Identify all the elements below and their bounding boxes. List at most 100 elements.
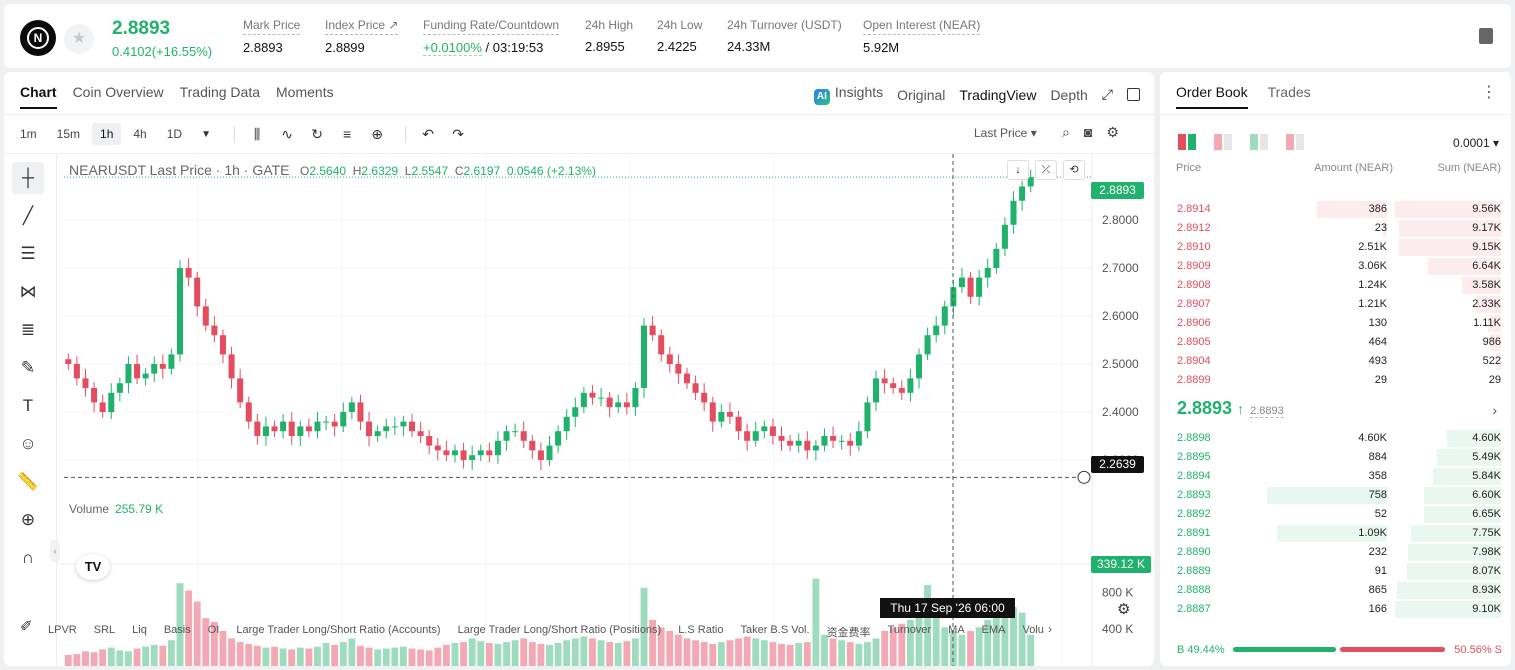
ask-row[interactable]: 2.8914 386 9.56K bbox=[1160, 200, 1511, 219]
candle-type-icon[interactable]: ⫼ bbox=[253, 125, 261, 142]
stat-index-price[interactable]: Index Price ↗ 2.8899 bbox=[325, 18, 399, 55]
indicator-6[interactable]: Large Trader Long/Short Ratio (Positions… bbox=[457, 624, 662, 636]
stat-funding-rate[interactable]: Funding Rate/Countdown +0.0100% / 03:19:… bbox=[423, 18, 560, 56]
axis-settings-icon[interactable]: ⚙ bbox=[1117, 601, 1131, 618]
pattern-icon[interactable]: ⋈ bbox=[19, 282, 37, 301]
stat-mark-price[interactable]: Mark Price 2.8893 bbox=[243, 18, 301, 55]
refresh-icon[interactable]: ⟲ bbox=[1063, 160, 1085, 180]
tab-trades[interactable]: Trades bbox=[1267, 84, 1311, 100]
indicator-4[interactable]: OI bbox=[207, 624, 220, 636]
arrow-down-icon[interactable]: ↓ bbox=[1007, 160, 1029, 180]
chevron-right-icon[interactable]: › bbox=[1492, 402, 1497, 418]
camera-icon[interactable]: ◙ bbox=[1083, 124, 1093, 140]
tab-coin-overview[interactable]: Coin Overview bbox=[72, 84, 164, 100]
chevron-down-icon[interactable]: ▼ bbox=[201, 128, 212, 140]
timeframe-1m[interactable]: 1m bbox=[20, 127, 37, 141]
search-icon[interactable]: ⌕ bbox=[1062, 124, 1070, 140]
ask-row[interactable]: 2.8904 493 522 bbox=[1160, 352, 1511, 371]
undo-icon[interactable]: ↶ bbox=[422, 125, 434, 142]
ask-row[interactable]: 2.8910 2.51K 9.15K bbox=[1160, 238, 1511, 257]
chevron-right-icon[interactable]: › bbox=[1048, 622, 1052, 636]
ask-row[interactable]: 2.8908 1.24K 3.58K bbox=[1160, 276, 1511, 295]
order-price: 2.8898 bbox=[1177, 432, 1211, 444]
window-icon[interactable] bbox=[1127, 88, 1140, 101]
timeframe-1h[interactable]: 1h bbox=[92, 123, 122, 145]
tab-insights[interactable]: AI Insights bbox=[813, 84, 883, 105]
expand-icon[interactable]: ⤢ bbox=[1101, 86, 1113, 102]
ask-row[interactable]: 2.8907 1.21K 2.33K bbox=[1160, 295, 1511, 314]
replay-icon[interactable]: ↻ bbox=[311, 125, 323, 142]
indicator-2[interactable]: Liq bbox=[132, 624, 147, 636]
tab-order-book[interactable]: Order Book bbox=[1176, 84, 1248, 109]
bid-row[interactable]: 2.8888 865 8.93K bbox=[1160, 581, 1511, 600]
ruler-icon[interactable]: 📏 bbox=[17, 472, 39, 491]
indicators-icon[interactable]: ∿ bbox=[281, 125, 293, 142]
tab-trading-data[interactable]: Trading Data bbox=[179, 84, 261, 100]
tab-moments[interactable]: Moments bbox=[276, 84, 334, 100]
redo-icon[interactable]: ↷ bbox=[452, 125, 464, 142]
more-icon[interactable]: ⋮ bbox=[1481, 84, 1497, 101]
indicator-11[interactable]: MA bbox=[948, 624, 965, 636]
collapse-toolbar-icon[interactable]: ‹ bbox=[50, 540, 60, 562]
view-both-icon[interactable] bbox=[1178, 134, 1196, 150]
pencil-icon[interactable]: ✐ bbox=[20, 618, 33, 635]
add-alert-icon[interactable]: ⊕ bbox=[371, 125, 383, 142]
indicator-8[interactable]: Taker B.S Vol. bbox=[740, 624, 810, 636]
brush-icon[interactable]: ✎ bbox=[20, 358, 36, 377]
ask-row[interactable]: 2.8909 3.06K 6.64K bbox=[1160, 257, 1511, 276]
horizontal-lines-icon[interactable]: ☰ bbox=[20, 244, 36, 263]
ask-row[interactable]: 2.8906 130 1.11K bbox=[1160, 314, 1511, 333]
ask-row[interactable]: 2.8912 23 9.17K bbox=[1160, 219, 1511, 238]
candle-body bbox=[391, 426, 398, 428]
indicator-13[interactable]: Volu bbox=[1022, 624, 1044, 636]
favorite-star-icon[interactable]: ★ bbox=[64, 24, 94, 54]
timeframe-15m[interactable]: 15m bbox=[56, 127, 81, 141]
tab-chart[interactable]: Chart bbox=[20, 84, 57, 109]
bid-row[interactable]: 2.8889 91 8.07K bbox=[1160, 562, 1511, 581]
tab-original[interactable]: Original bbox=[897, 86, 946, 103]
magnet-icon[interactable]: ∩ bbox=[21, 548, 35, 567]
bid-row[interactable]: 2.8898 4.60K 4.60K bbox=[1160, 429, 1511, 448]
bid-row[interactable]: 2.8893 758 6.60K bbox=[1160, 486, 1511, 505]
indicator-9[interactable]: 资金费率 bbox=[826, 627, 871, 639]
indicator-5[interactable]: Large Trader Long/Short Ratio (Accounts) bbox=[236, 624, 441, 636]
bid-row[interactable]: 2.8895 884 5.49K bbox=[1160, 448, 1511, 467]
view-asks-icon[interactable] bbox=[1214, 134, 1232, 150]
collapse-icon[interactable]: ⤫ bbox=[1035, 160, 1057, 180]
indicator-12[interactable]: EMA bbox=[981, 624, 1006, 636]
layout-icon[interactable]: ≡ bbox=[342, 126, 352, 142]
emoji-icon[interactable]: ☺ bbox=[19, 434, 37, 453]
stat-open-interest[interactable]: Open Interest (NEAR) 5.92M bbox=[863, 18, 981, 55]
precision-dropdown[interactable]: 0.0001 ▾ bbox=[1452, 136, 1499, 150]
tradingview-logo-icon[interactable]: TV bbox=[76, 554, 110, 580]
price-chart[interactable]: 2.80002.70002.60002.50002.40002.30001213… bbox=[60, 154, 1154, 666]
indicator-1[interactable]: SRL bbox=[93, 624, 116, 636]
bid-row[interactable]: 2.8892 52 6.65K bbox=[1160, 505, 1511, 524]
fib-icon[interactable]: ≣ bbox=[20, 320, 36, 339]
view-bids-icon[interactable] bbox=[1250, 134, 1268, 150]
gear-icon[interactable]: ⚙ bbox=[1106, 124, 1119, 140]
trendline-icon[interactable]: ╱ bbox=[22, 206, 34, 225]
last-price-dropdown[interactable]: Last Price ▾ bbox=[974, 126, 1037, 140]
indicator-10[interactable]: Turnover bbox=[887, 624, 932, 636]
indicator-7[interactable]: L.S Ratio bbox=[678, 624, 724, 636]
tab-depth[interactable]: Depth bbox=[1050, 86, 1088, 103]
crosshair-icon[interactable]: ┼ bbox=[12, 162, 44, 194]
ask-row[interactable]: 2.8905 464 986 bbox=[1160, 333, 1511, 352]
volume-bar bbox=[554, 643, 562, 666]
bid-row[interactable]: 2.8887 166 9.10K bbox=[1160, 600, 1511, 619]
zoom-in-icon[interactable]: ⊕ bbox=[20, 510, 36, 529]
indicator-0[interactable]: LPVR bbox=[48, 624, 77, 636]
candle-body bbox=[812, 445, 819, 451]
bid-row[interactable]: 2.8894 358 5.84K bbox=[1160, 467, 1511, 486]
bid-row[interactable]: 2.8890 232 7.98K bbox=[1160, 543, 1511, 562]
document-icon[interactable] bbox=[1479, 28, 1493, 44]
bid-row[interactable]: 2.8891 1.09K 7.75K bbox=[1160, 524, 1511, 543]
text-icon[interactable]: T bbox=[22, 396, 34, 415]
timeframe-4h[interactable]: 4h bbox=[133, 127, 147, 141]
timeframe-1d[interactable]: 1D bbox=[166, 127, 183, 141]
ask-row[interactable]: 2.8899 29 29 bbox=[1160, 371, 1511, 390]
tab-tradingview[interactable]: TradingView bbox=[959, 86, 1037, 103]
indicator-3[interactable]: Basis bbox=[163, 624, 191, 636]
view-compact-icon[interactable] bbox=[1286, 134, 1304, 150]
